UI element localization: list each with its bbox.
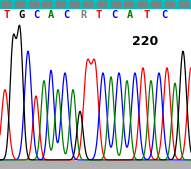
Bar [70, 1, 79, 7]
Text: C: C [111, 10, 117, 20]
Bar [1, 1, 10, 7]
Bar [0, 161, 191, 169]
Bar [29, 1, 38, 7]
Text: R: R [80, 10, 86, 20]
Text: C: C [161, 10, 167, 20]
Text: C: C [33, 10, 39, 20]
Text: T: T [143, 10, 149, 20]
Bar [42, 1, 51, 7]
Bar [138, 1, 147, 7]
Text: G: G [18, 10, 24, 20]
Bar [151, 1, 160, 7]
Text: C: C [63, 10, 69, 20]
Text: A: A [48, 10, 54, 20]
Text: T: T [95, 10, 101, 20]
Bar [83, 1, 92, 7]
Bar [15, 1, 24, 7]
Bar [97, 1, 106, 7]
Text: T: T [3, 10, 9, 20]
Bar [0, 0, 191, 8]
Bar [56, 1, 65, 7]
Text: 220: 220 [132, 35, 158, 48]
Bar [111, 1, 120, 7]
Bar [124, 1, 133, 7]
Bar [179, 1, 188, 7]
Bar [165, 1, 174, 7]
Text: A: A [127, 10, 133, 20]
